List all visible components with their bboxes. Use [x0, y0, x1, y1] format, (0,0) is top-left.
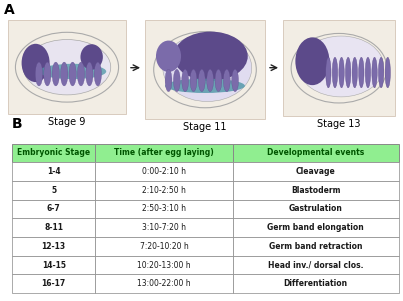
Ellipse shape: [326, 57, 331, 88]
Ellipse shape: [154, 32, 256, 108]
Text: 0:00-2:10 h: 0:00-2:10 h: [142, 167, 186, 176]
Ellipse shape: [190, 69, 197, 92]
Bar: [233, 275, 399, 293]
Ellipse shape: [39, 64, 106, 79]
Text: 1-4: 1-4: [47, 167, 60, 176]
Text: B: B: [12, 117, 23, 131]
Text: Developmental events: Developmental events: [267, 148, 364, 157]
Ellipse shape: [35, 62, 43, 86]
Ellipse shape: [173, 69, 180, 92]
Ellipse shape: [223, 69, 230, 92]
Ellipse shape: [15, 32, 118, 102]
Text: 14-15: 14-15: [42, 261, 66, 270]
Bar: [283, 20, 395, 116]
Text: Head inv./ dorsal clos.: Head inv./ dorsal clos.: [268, 261, 364, 270]
Bar: [95, 181, 233, 200]
Bar: [233, 162, 399, 181]
Ellipse shape: [365, 57, 371, 88]
Bar: [95, 256, 233, 275]
Bar: [233, 144, 399, 162]
Text: Germ band retraction: Germ band retraction: [269, 242, 363, 251]
Ellipse shape: [207, 69, 214, 92]
Ellipse shape: [198, 69, 205, 92]
Ellipse shape: [174, 32, 248, 81]
Ellipse shape: [232, 69, 239, 92]
Bar: [145, 20, 265, 119]
Text: 2:10-2:50 h: 2:10-2:50 h: [142, 186, 186, 195]
Ellipse shape: [23, 39, 111, 95]
Ellipse shape: [156, 41, 181, 72]
Ellipse shape: [44, 62, 51, 86]
Text: Stage 11: Stage 11: [183, 123, 227, 132]
Bar: [95, 162, 233, 181]
Ellipse shape: [295, 37, 329, 85]
Text: Cleavage: Cleavage: [296, 167, 336, 176]
Ellipse shape: [182, 69, 189, 92]
Text: 8-11: 8-11: [44, 223, 63, 232]
Text: Embryonic Stage: Embryonic Stage: [17, 148, 90, 157]
Bar: [95, 275, 233, 293]
Bar: [12, 275, 95, 293]
Text: A: A: [4, 3, 15, 17]
Ellipse shape: [22, 44, 50, 82]
Text: 12-13: 12-13: [42, 242, 66, 251]
Ellipse shape: [81, 44, 103, 70]
Ellipse shape: [165, 79, 245, 93]
Text: 5: 5: [51, 186, 56, 195]
Text: Germ band elongation: Germ band elongation: [268, 223, 364, 232]
Bar: [233, 200, 399, 218]
Text: Stage 9: Stage 9: [48, 117, 86, 128]
Bar: [95, 237, 233, 256]
Bar: [233, 181, 399, 200]
Ellipse shape: [163, 34, 252, 101]
Ellipse shape: [69, 62, 76, 86]
Bar: [95, 144, 233, 162]
Text: 13:00-22:00 h: 13:00-22:00 h: [137, 279, 191, 288]
Bar: [95, 200, 233, 218]
Bar: [12, 256, 95, 275]
Text: 16-17: 16-17: [42, 279, 66, 288]
Ellipse shape: [332, 57, 338, 88]
Text: Time (after egg laying): Time (after egg laying): [114, 148, 214, 157]
Ellipse shape: [52, 62, 59, 86]
Bar: [12, 237, 95, 256]
Bar: [12, 181, 95, 200]
Bar: [233, 256, 399, 275]
Text: Blastoderm: Blastoderm: [291, 186, 341, 195]
Text: 7:20-10:20 h: 7:20-10:20 h: [139, 242, 188, 251]
Bar: [12, 200, 95, 218]
Ellipse shape: [77, 62, 85, 86]
Ellipse shape: [299, 36, 384, 97]
Text: Gastrulation: Gastrulation: [289, 204, 343, 213]
Text: 3:10-7:20 h: 3:10-7:20 h: [142, 223, 186, 232]
Bar: [233, 237, 399, 256]
Ellipse shape: [345, 57, 351, 88]
Bar: [12, 162, 95, 181]
Text: 2:50-3:10 h: 2:50-3:10 h: [142, 204, 186, 213]
Ellipse shape: [215, 69, 222, 92]
Bar: [12, 144, 95, 162]
Ellipse shape: [94, 62, 102, 86]
Text: 6-7: 6-7: [47, 204, 60, 213]
Bar: [233, 218, 399, 237]
Text: 10:20-13:00 h: 10:20-13:00 h: [137, 261, 191, 270]
Ellipse shape: [339, 57, 344, 88]
Text: Differentiation: Differentiation: [284, 279, 348, 288]
Bar: [12, 218, 95, 237]
Ellipse shape: [385, 57, 391, 88]
Ellipse shape: [359, 57, 364, 88]
Text: Stage 13: Stage 13: [317, 119, 361, 129]
Ellipse shape: [86, 62, 93, 86]
Ellipse shape: [60, 62, 68, 86]
Bar: [8, 20, 126, 114]
Ellipse shape: [291, 33, 387, 103]
Bar: [95, 218, 233, 237]
Ellipse shape: [352, 57, 357, 88]
Ellipse shape: [165, 69, 172, 92]
Ellipse shape: [378, 57, 384, 88]
Ellipse shape: [372, 57, 377, 88]
